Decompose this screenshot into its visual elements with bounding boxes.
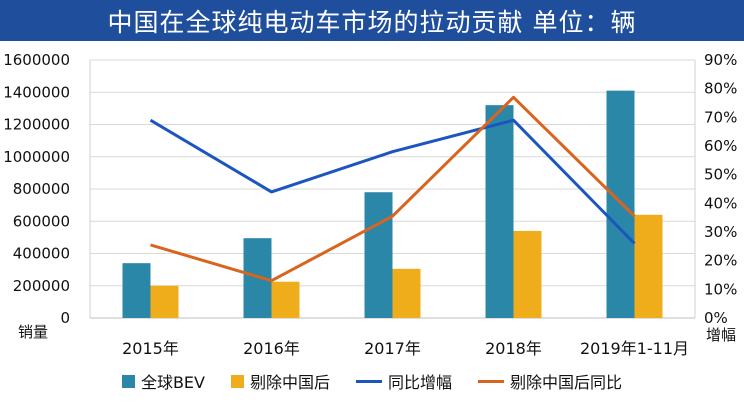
legend-item: 剔除中国后	[231, 369, 330, 393]
y-axis-label: 销量	[18, 323, 48, 341]
y-tick-label: 200000	[13, 277, 70, 295]
chart-legend: 全球BEV 剔除中国后 同比增幅 剔除中国后同比	[0, 366, 744, 396]
legend-label: 剔除中国后	[250, 373, 331, 392]
y-tick-label: 1200000	[3, 116, 70, 134]
bar	[122, 263, 151, 318]
legend-swatch	[121, 374, 135, 388]
y2-tick-label: 40%	[704, 194, 737, 212]
y-tick-label: 600000	[13, 212, 70, 230]
y2-tick-label: 90%	[704, 51, 737, 69]
y-tick-label: 400000	[13, 245, 70, 263]
x-tick-label: 2018年	[485, 339, 542, 358]
bar	[513, 230, 542, 318]
y-tick-label: 1000000	[3, 148, 70, 166]
legend-swatch	[478, 379, 505, 383]
y-tick-label: 0	[60, 309, 70, 327]
legend-label: 全球BEV	[140, 373, 205, 392]
x-tick-label: 2015年	[122, 339, 179, 358]
y2-tick-label: 50%	[704, 166, 737, 184]
legend-item: 全球BEV	[121, 369, 205, 393]
bar	[271, 281, 300, 318]
chart-title: 中国在全球纯电动车市场的拉动贡献 单位：辆	[107, 7, 637, 37]
y2-axis-label: 增幅	[706, 326, 736, 344]
bar	[150, 285, 179, 318]
legend-swatch	[356, 379, 383, 383]
bar	[392, 268, 421, 318]
bar	[485, 105, 514, 319]
bar	[364, 192, 393, 318]
x-tick-label: 2017年	[364, 339, 421, 358]
y-tick-label: 1600000	[3, 51, 70, 69]
series-line	[150, 95, 636, 283]
legend-label: 剔除中国后同比	[510, 373, 623, 392]
bar	[634, 214, 663, 318]
y2-tick-label: 0%	[704, 309, 728, 327]
y-tick-label: 800000	[13, 180, 70, 198]
y2-tick-label: 10%	[704, 280, 737, 298]
y-tick-label: 1400000	[3, 83, 70, 101]
x-tick-label: 2019年1-11月	[580, 339, 689, 358]
y2-tick-label: 80%	[704, 80, 737, 98]
y2-tick-label: 30%	[704, 223, 737, 241]
y2-tick-label: 60%	[704, 137, 737, 155]
x-tick-label: 2016年	[243, 339, 300, 358]
legend-item: 剔除中国后同比	[478, 369, 622, 393]
legend-item: 同比增幅	[356, 369, 452, 393]
legend-label: 同比增幅	[388, 373, 453, 392]
legend-swatch	[231, 374, 244, 388]
y2-tick-label: 70%	[704, 108, 737, 126]
chart-title-bar: 中国在全球纯电动车市场的拉动贡献 单位：辆	[0, 0, 744, 41]
y2-tick-label: 20%	[704, 252, 737, 270]
combo-chart: 0 200000 400000 600000 800000 1000000 1200000 1…	[3, 51, 737, 358]
series-line	[149, 118, 636, 245]
